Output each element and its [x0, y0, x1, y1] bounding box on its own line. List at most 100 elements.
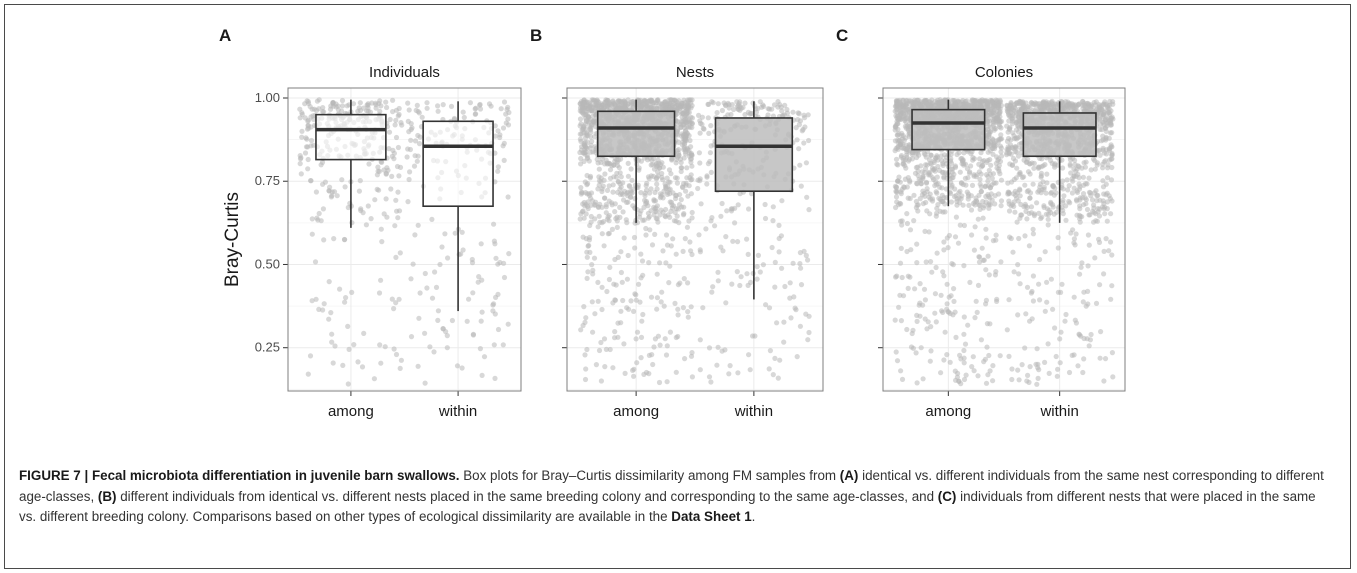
jitter-point [1044, 279, 1050, 285]
jitter-point [329, 193, 335, 199]
jitter-point [602, 171, 608, 177]
jitter-point [1093, 300, 1100, 306]
jitter-point [1044, 299, 1050, 305]
jitter-point [917, 281, 923, 287]
jitter-point [1014, 165, 1020, 171]
jitter-point [1030, 273, 1036, 279]
jitter-point [357, 107, 363, 114]
panel-title-a: Individuals [369, 64, 440, 81]
jitter-point [621, 341, 627, 347]
jitter-point [340, 362, 346, 368]
jitter-point [892, 317, 898, 323]
jitter-point [638, 355, 644, 361]
jitter-point [638, 190, 644, 196]
jitter-point [1086, 242, 1092, 248]
jitter-point [946, 309, 952, 315]
jitter-point [934, 250, 940, 256]
caption-marker-a: (A) [839, 468, 859, 483]
jitter-point [378, 159, 384, 165]
jitter-point [894, 273, 900, 279]
jitter-point [298, 171, 304, 177]
jitter-point [781, 112, 788, 118]
jitter-point [592, 201, 598, 208]
jitter-point [706, 130, 712, 136]
jitter-point [609, 200, 615, 206]
jitter-point [618, 269, 625, 276]
jitter-point [644, 200, 650, 206]
jitter-point [682, 137, 688, 143]
jitter-point [920, 176, 926, 182]
jitter-point [1057, 360, 1063, 366]
jitter-point [356, 188, 362, 194]
jitter-point [497, 259, 503, 266]
jitter-point [991, 141, 997, 148]
jitter-point [907, 178, 913, 184]
jitter-point [1048, 199, 1054, 205]
jitter-point [750, 100, 756, 106]
jitter-point [1103, 236, 1109, 242]
jitter-point [932, 291, 939, 297]
jitter-point [779, 198, 785, 204]
jitter-point [750, 333, 756, 339]
jitter-point [706, 101, 712, 107]
jitter-point [948, 190, 954, 197]
jitter-point [589, 138, 595, 144]
jitter-point [1075, 171, 1081, 177]
jitter-point [411, 163, 418, 169]
jitter-point [1086, 189, 1093, 195]
jitter-point [629, 190, 635, 196]
jitter-point [1015, 262, 1021, 268]
jitter-point [708, 123, 714, 129]
jitter-point [920, 376, 926, 382]
jitter-point [1076, 181, 1082, 187]
jitter-point [631, 234, 638, 241]
jitter-point [978, 98, 984, 104]
jitter-point [460, 109, 466, 115]
jitter-point [473, 111, 479, 117]
jitter-point [1053, 107, 1059, 113]
jitter-point [1024, 284, 1031, 290]
jitter-point [1023, 203, 1029, 209]
jitter-point [1064, 103, 1070, 109]
jitter-point [1066, 198, 1072, 205]
jitter-point [1109, 283, 1115, 289]
jitter-point [359, 364, 366, 370]
caption-text-2: identical vs. different individuals from… [19, 468, 1324, 504]
jitter-point [1081, 289, 1087, 295]
jitter-point [408, 137, 414, 143]
jitter-point [985, 253, 991, 259]
jitter-point [738, 274, 744, 280]
jitter-point [1011, 104, 1017, 110]
caption-data-sheet-link[interactable]: Data Sheet 1 [671, 509, 752, 524]
jitter-point [665, 189, 671, 195]
jitter-point [977, 156, 983, 162]
jitter-point [603, 98, 609, 105]
jitter-point [640, 217, 646, 223]
jitter-point [1061, 193, 1067, 199]
jitter-point [1088, 331, 1094, 338]
jitter-point [1107, 239, 1114, 245]
jitter-point [501, 157, 507, 163]
jitter-point [917, 313, 923, 319]
jitter-point [678, 118, 685, 124]
jitter-point [1058, 329, 1064, 335]
jitter-point [900, 161, 906, 167]
jitter-point [663, 102, 669, 109]
panel-title-c: Colonies [975, 64, 1033, 81]
jitter-point [983, 301, 989, 307]
jitter-point [585, 269, 591, 275]
jitter-point [343, 295, 349, 301]
jitter-point [1092, 255, 1098, 261]
jitter-point [663, 260, 669, 266]
jitter-point [615, 99, 621, 105]
jitter-point [491, 221, 497, 227]
jitter-point [660, 177, 666, 183]
panel-border [566, 87, 824, 392]
jitter-point [993, 269, 999, 275]
jitter-point [678, 165, 684, 171]
jitter-point [940, 103, 946, 110]
jitter-point [580, 234, 586, 240]
jitter-point [657, 342, 663, 348]
jitter-point [1055, 366, 1061, 372]
jitter-point [365, 203, 371, 209]
